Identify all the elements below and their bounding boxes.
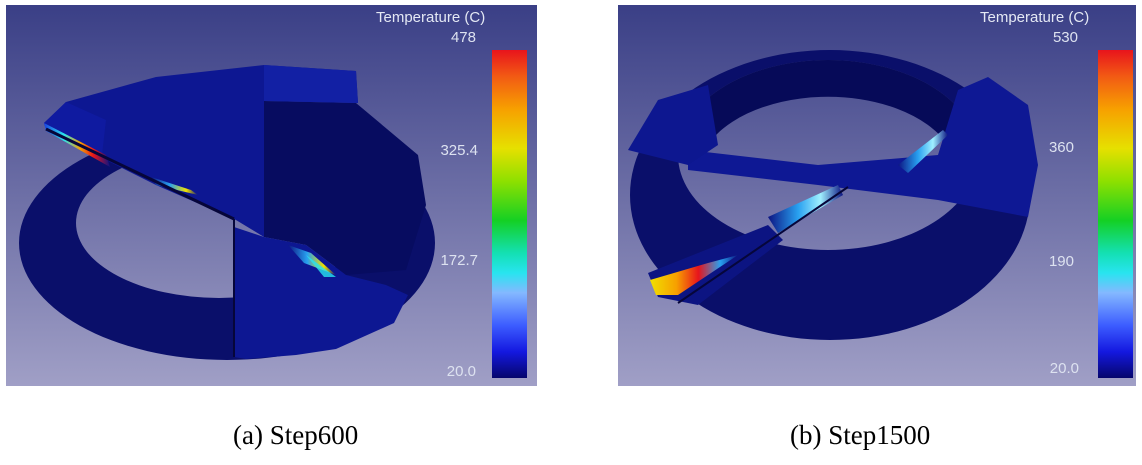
legend-title: Temperature (C) — [980, 9, 1090, 26]
tick-upper-mid: 360 — [1048, 139, 1074, 156]
caption-b: (b) Step1500 — [790, 420, 931, 450]
tick-lower-mid: 190 — [1048, 253, 1074, 270]
lower-blade — [234, 227, 408, 359]
legend-title: Temperature (C) — [376, 9, 486, 26]
contour-plot-step600: Temperature (C) 478 325.4 172.7 20.0 — [6, 5, 537, 386]
color-scale-bar — [1098, 50, 1133, 378]
color-scale-bar — [492, 50, 527, 378]
lower-blade — [648, 225, 783, 305]
caption-a: (a) Step600 — [233, 420, 359, 450]
tick-upper-mid: 325.4 — [440, 142, 478, 159]
upper-blade — [44, 65, 426, 275]
temperature-contour-render-b — [618, 5, 1136, 386]
tick-max: 530 — [1052, 29, 1078, 46]
tick-min: 20.0 — [1049, 360, 1079, 377]
slit — [677, 186, 849, 304]
left-blade — [628, 85, 843, 233]
tick-min: 20.0 — [446, 363, 476, 380]
slit-upper — [45, 127, 235, 221]
upper-blade — [688, 77, 1038, 217]
tick-max: 478 — [450, 29, 476, 46]
tick-lower-mid: 172.7 — [440, 252, 478, 269]
contour-plot-step1500: Temperature (C) 530 360 190 20.0 — [618, 5, 1136, 386]
inner-wall — [678, 60, 978, 155]
temperature-contour-render-a — [6, 5, 537, 386]
